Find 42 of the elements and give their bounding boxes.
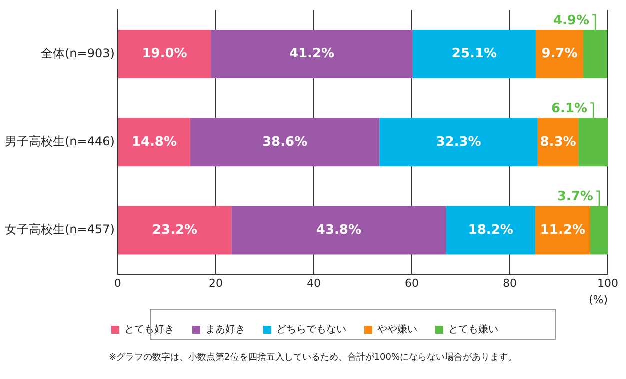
bar bbox=[538, 118, 579, 167]
data-label: 6.1% bbox=[551, 102, 588, 117]
data-label: 25.1% bbox=[452, 46, 498, 62]
legend-label: とても嫌い bbox=[448, 324, 498, 336]
bar bbox=[412, 30, 536, 79]
x-tick-label: 20 bbox=[208, 277, 223, 290]
x-tick-label: 80 bbox=[502, 277, 517, 290]
data-label: 19.0% bbox=[142, 46, 188, 62]
data-label: 38.6% bbox=[262, 134, 308, 150]
x-tick-label: 0 bbox=[114, 277, 122, 290]
y-tick-label: 男子高校生(n=446) bbox=[4, 134, 115, 149]
data-label: 8.3% bbox=[540, 134, 576, 150]
data-label: 9.7% bbox=[542, 46, 578, 62]
bar bbox=[118, 30, 212, 79]
bar bbox=[446, 206, 536, 255]
bar bbox=[190, 118, 380, 167]
data-label: 43.8% bbox=[316, 222, 362, 238]
data-label: 11.2% bbox=[540, 222, 586, 238]
data-label: 4.9% bbox=[553, 13, 590, 28]
y-tick-label: 全体(n=903) bbox=[40, 46, 115, 60]
text: ※グラフの数字は、小数点第2位を四捨五入しているため、合計が100%にならない場合があります。 bbox=[108, 352, 518, 364]
bar bbox=[536, 30, 584, 79]
data-label: 18.2% bbox=[468, 222, 514, 238]
x-tick-label: 40 bbox=[306, 277, 321, 290]
bar bbox=[118, 206, 232, 255]
bar bbox=[211, 30, 413, 79]
x-axis-title: (%) bbox=[588, 293, 608, 306]
x-tick-label: 60 bbox=[404, 277, 419, 290]
data-label: 14.8% bbox=[132, 134, 177, 150]
data-label: 3.7% bbox=[557, 190, 594, 205]
data-label: 32.3% bbox=[436, 134, 482, 150]
bar bbox=[118, 118, 190, 167]
data-label: 23.2% bbox=[152, 222, 198, 238]
legend-label: やや嫌い bbox=[378, 324, 418, 336]
data-label: 41.2% bbox=[289, 46, 335, 62]
bar bbox=[232, 206, 446, 255]
bar bbox=[380, 118, 538, 167]
bar bbox=[535, 206, 590, 255]
x-tick-label: 100 bbox=[598, 277, 618, 290]
y-tick-label: 女子高校生(n=457) bbox=[4, 222, 115, 237]
legend-label: どちらでもない bbox=[276, 324, 346, 336]
legend-label: まあ好き bbox=[206, 324, 246, 336]
